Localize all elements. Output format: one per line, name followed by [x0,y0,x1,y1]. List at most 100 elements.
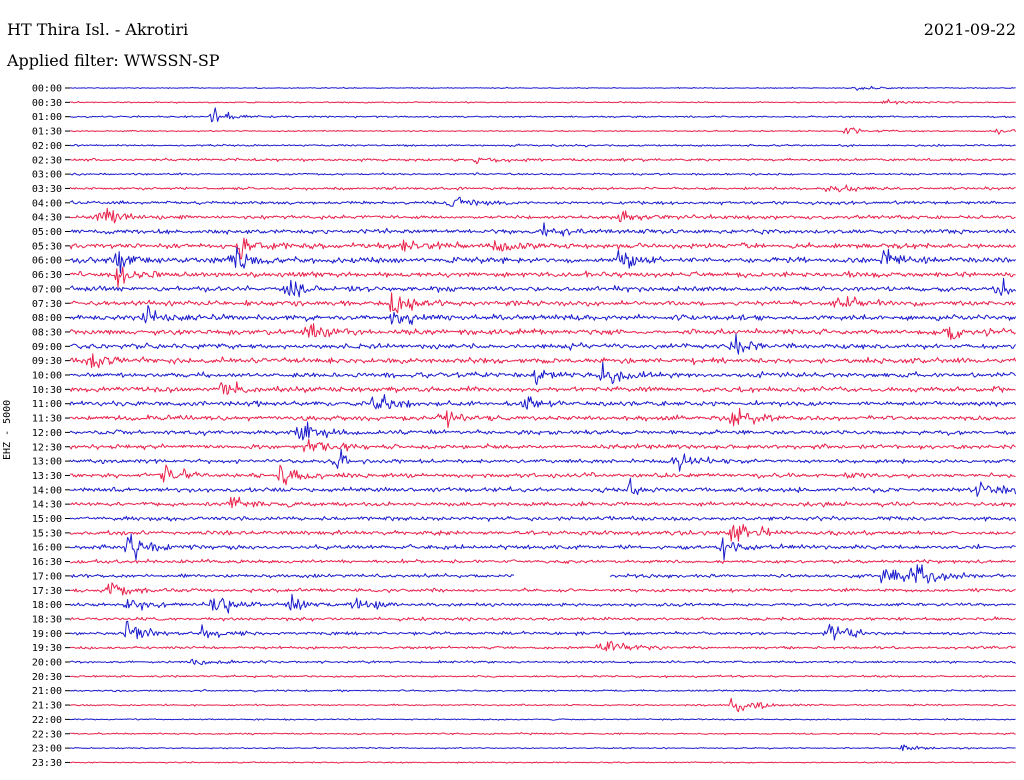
trace-0730 [69,292,1016,314]
trace-1830 [69,616,1016,622]
time-tick-label: 19:30 [32,643,62,654]
time-tick-label: 06:30 [32,270,62,281]
time-tick-label: 05:30 [32,241,62,252]
time-tick-label: 18:00 [32,600,62,611]
trace-2230 [69,732,1016,736]
time-tick-label: 23:00 [32,744,62,755]
trace-2100 [69,689,1016,693]
trace-0800 [69,304,1017,326]
time-tick-label: 11:30 [32,414,62,425]
time-tick-label: 09:00 [32,342,62,353]
trace-2030 [69,674,1016,679]
time-tick-label: 18:30 [32,614,62,625]
trace-0900 [69,333,1016,355]
trace-1200 [69,421,1016,441]
trace-2000 [69,658,1016,666]
time-tick-label: 07:30 [32,299,62,310]
time-tick-label: 15:30 [32,528,62,539]
time-tick-label: 04:00 [32,198,62,209]
trace-0230 [69,157,1016,165]
time-tick-label: 13:30 [32,471,62,482]
trace-0200 [69,143,1016,148]
trace-1300 [69,448,1016,472]
trace-0100 [69,107,1016,123]
time-tick-label: 05:00 [32,227,62,238]
trace-1430 [69,496,1016,509]
trace-0700 [69,277,1017,298]
time-tick-label: 13:00 [32,457,62,468]
trace-0930 [69,353,1017,369]
trace-1730 [69,582,1016,596]
station-title: HT Thira Isl. - Akrotiri [7,20,189,39]
time-tick-label: 01:30 [32,127,62,138]
time-tick-label: 09:30 [32,356,62,367]
trace-0330 [69,184,1016,193]
trace-1900 [69,620,1016,641]
trace-2200 [69,718,1016,721]
time-tick-label: 03:00 [32,170,62,181]
time-tick-label: 01:00 [32,112,62,123]
time-tick-label: 00:30 [32,98,62,109]
trace-0830 [69,323,1016,341]
trace-1130 [69,407,1016,429]
time-tick-label: 17:30 [32,586,62,597]
date-label: 2021-09-22 [923,20,1016,39]
trace-1000 [69,361,1016,386]
trace-1930 [69,640,1016,652]
time-tick-label: 19:00 [32,629,62,640]
time-tick-label: 20:30 [32,672,62,683]
time-tick-label: 08:30 [32,327,62,338]
trace-0630 [69,266,1016,288]
trace-1530 [69,523,1016,542]
time-tick-label: 22:00 [32,715,62,726]
time-tick-label: 07:00 [32,284,62,295]
time-tick-label: 21:30 [32,701,62,712]
trace-1600 [69,533,1016,561]
trace-1630 [69,558,1016,564]
trace-1230 [69,438,1016,453]
trace-1100 [69,394,1017,410]
filter-label: Applied filter: WWSSN-SP [7,51,220,70]
trace-0030 [69,98,1016,105]
time-tick-label: 10:30 [32,385,62,396]
time-tick-label: 03:30 [32,184,62,195]
time-tick-label: 15:00 [32,514,62,525]
time-tick-label: 20:00 [32,658,62,669]
time-tick-label: 12:00 [32,428,62,439]
trace-0430 [69,207,1016,224]
trace-1330 [69,464,1016,486]
trace-1030 [69,381,1016,395]
time-tick-label: 10:00 [32,371,62,382]
trace-2300 [69,744,1016,752]
time-tick-label: 02:00 [32,141,62,152]
time-tick-label: 08:00 [32,313,62,324]
time-tick-label: 16:00 [32,543,62,554]
trace-2130 [69,697,1016,713]
trace-1400 [69,477,1017,497]
time-tick-label: 14:00 [32,485,62,496]
time-tick-label: 00:00 [32,84,62,95]
time-tick-label: 04:30 [32,213,62,224]
trace-0300 [69,172,1016,176]
time-tick-label: 02:30 [32,155,62,166]
time-tick-label: 22:30 [32,729,62,740]
time-tick-label: 14:30 [32,500,62,511]
trace-0130 [69,127,1017,135]
trace-2330 [69,761,1016,764]
trace-0500 [69,222,1016,237]
trace-0000 [70,85,1016,91]
trace-1700 [69,564,1016,584]
trace-0530 [69,237,1016,260]
time-tick-label: 16:30 [32,557,62,568]
time-tick-label: 12:30 [32,442,62,453]
time-tick-label: 23:30 [32,758,62,769]
time-tick-label: 11:00 [32,399,62,410]
time-tick-label: 17:00 [32,571,62,582]
time-tick-label: 21:00 [32,686,62,697]
trace-1500 [69,515,1017,522]
trace-0600 [70,246,1016,274]
trace-1800 [69,593,1016,614]
trace-0400 [69,196,1016,207]
time-tick-label: 06:00 [32,256,62,267]
